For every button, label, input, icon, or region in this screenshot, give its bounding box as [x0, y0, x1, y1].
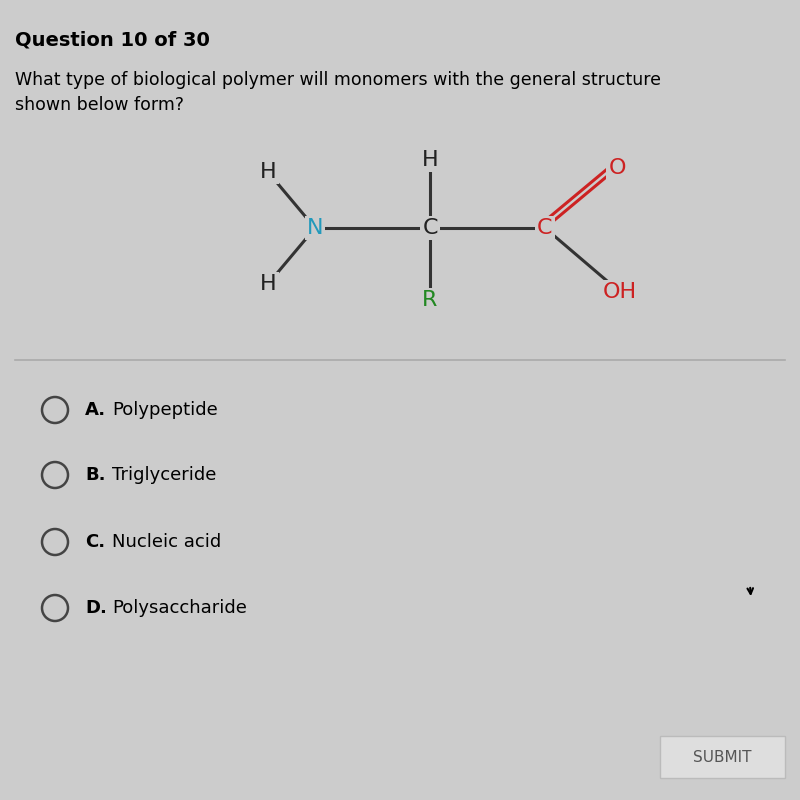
Text: O: O	[608, 158, 626, 178]
Text: SUBMIT: SUBMIT	[694, 750, 752, 765]
Text: N: N	[306, 218, 323, 238]
Text: C: C	[422, 218, 438, 238]
Text: Polypeptide: Polypeptide	[112, 401, 218, 419]
Text: C.: C.	[85, 533, 105, 551]
Text: OH: OH	[603, 282, 637, 302]
Text: H: H	[422, 150, 438, 170]
Text: A.: A.	[85, 401, 106, 419]
Text: shown below form?: shown below form?	[15, 96, 184, 114]
Text: R: R	[422, 290, 438, 310]
Text: Nucleic acid: Nucleic acid	[112, 533, 222, 551]
Text: Polysaccharide: Polysaccharide	[112, 599, 247, 617]
Text: Question 10 of 30: Question 10 of 30	[15, 30, 210, 50]
Text: D.: D.	[85, 599, 107, 617]
Text: Triglyceride: Triglyceride	[112, 466, 216, 484]
Text: B.: B.	[85, 466, 106, 484]
Text: What type of biological polymer will monomers with the general structure: What type of biological polymer will mon…	[15, 71, 661, 89]
FancyBboxPatch shape	[660, 736, 785, 778]
Text: C: C	[538, 218, 553, 238]
Text: H: H	[260, 274, 276, 294]
Text: H: H	[260, 162, 276, 182]
